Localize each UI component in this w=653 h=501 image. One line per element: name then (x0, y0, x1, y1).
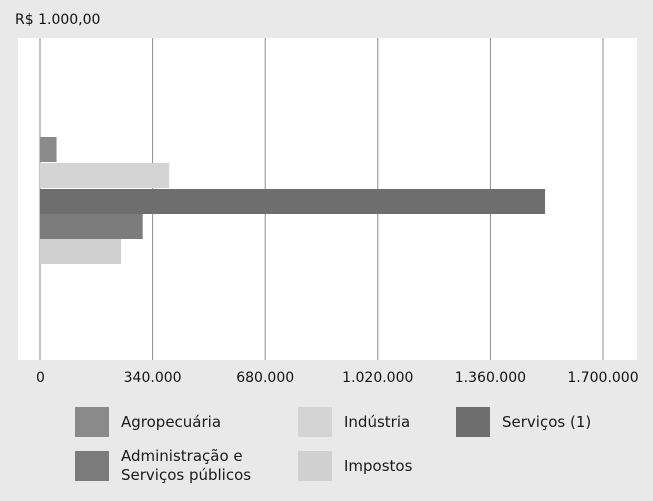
legend-label: Indústria (344, 412, 411, 431)
bar (40, 189, 546, 214)
x-tick-label: 1.020.000 (342, 370, 413, 386)
legend-swatch (298, 451, 332, 481)
bar (40, 137, 57, 162)
legend: Agropecuária Indústria Serviços (1) Admi… (0, 393, 653, 497)
x-tick-label: 680.000 (236, 370, 294, 386)
legend-swatch (75, 451, 109, 481)
legend-label: Administração e Serviços públicos (121, 447, 252, 484)
bar (40, 239, 122, 264)
x-tick-label: 340.000 (124, 370, 182, 386)
legend-item-industria: Indústria (298, 407, 410, 437)
legend-item-agropecuaria: Agropecuária (75, 407, 221, 437)
x-tick-label: 1.360.000 (455, 370, 526, 386)
unit-label: R$ 1.000,00 (15, 12, 101, 28)
bar (40, 214, 143, 239)
legend-swatch (456, 407, 490, 437)
legend-label: Agropecuária (121, 412, 222, 431)
legend-swatch (298, 407, 332, 437)
legend-item-servicos: Serviços (1) (456, 407, 591, 437)
legend-swatch (75, 407, 109, 437)
legend-item-impostos: Impostos (298, 451, 412, 481)
x-tick-label: 0 (36, 370, 45, 386)
legend-label: Impostos (344, 456, 413, 475)
legend-item-administracao: Administração e Serviços públicos (75, 447, 251, 485)
legend-label: Serviços (1) (502, 412, 592, 431)
bar (40, 163, 170, 188)
x-tick-label: 1.700.000 (567, 370, 638, 386)
